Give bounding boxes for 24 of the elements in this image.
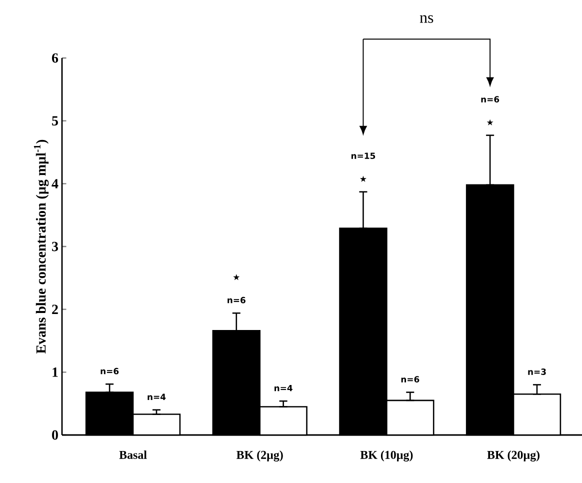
- y-tick-label: 3: [52, 242, 58, 252]
- text: ns: [420, 15, 434, 23]
- annotation: n=6: [481, 96, 500, 102]
- annotation: n=4: [148, 394, 166, 400]
- x-tick-label: Basal: [119, 450, 147, 459]
- y-axis-title: Evans blue concentration (µg mµl$^{-1}$): [34, 140, 49, 354]
- y-tick-label: 6: [52, 53, 58, 63]
- annotation: n=6: [401, 376, 420, 382]
- x-tick-label: BK (20µg): [487, 450, 540, 462]
- annotation: n=6: [228, 296, 246, 304]
- annotation: ★: [233, 274, 240, 280]
- x-tick-label: BK (10µg): [360, 450, 413, 462]
- y-tick-label: 0: [52, 430, 58, 440]
- y-tick-label: 2: [52, 304, 58, 314]
- annotation: n=4: [274, 384, 292, 392]
- y-tick-label: 4: [52, 179, 58, 188]
- annotation: n=3: [528, 368, 546, 375]
- x-tick-label: BK (2µg): [236, 450, 283, 462]
- annotation: n=6: [100, 368, 119, 374]
- y-tick-label: 1: [52, 368, 58, 377]
- annotation: ★: [360, 176, 366, 182]
- y-tick-label: 5: [52, 116, 58, 126]
- annotation: ★: [486, 119, 494, 126]
- annotation: n=15: [351, 152, 376, 159]
